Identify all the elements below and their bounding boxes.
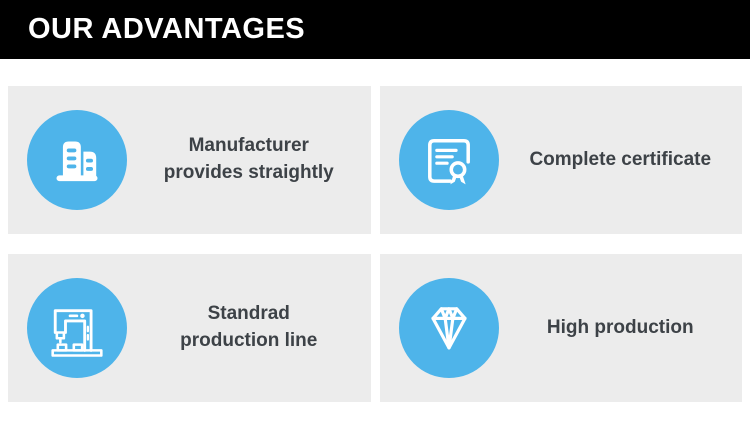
diamond-icon (398, 278, 499, 378)
advantage-label-production-line: Standrad production line (180, 303, 318, 351)
certificate-icon (398, 110, 499, 210)
page-title: OUR ADVANTAGES (28, 13, 306, 45)
advantage-label-certificate: Complete certificate (529, 148, 712, 170)
buildings-icon (27, 110, 127, 210)
advantage-card-high-production: High production (379, 254, 742, 402)
advantages-grid: Manufacturer provides straightly Complet… (8, 86, 742, 402)
advantage-card-production-line: Standrad production line (8, 254, 371, 402)
advantage-card-certificate: Complete certificate (379, 86, 742, 234)
advantage-label-high-production: High production (546, 316, 694, 338)
production-line-icon (27, 278, 127, 378)
advantage-label-manufacturer: Manufacturer provides straightly (163, 135, 334, 183)
advantage-card-manufacturer: Manufacturer provides straightly (8, 86, 371, 234)
header-bar: OUR ADVANTAGES (0, 0, 750, 59)
